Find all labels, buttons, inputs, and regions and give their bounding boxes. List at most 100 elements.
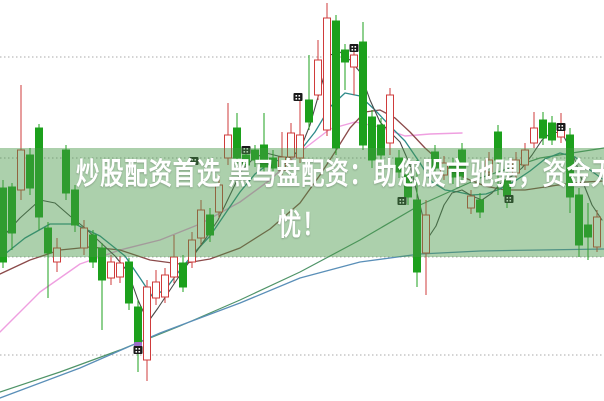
signal-marker-dot <box>135 348 138 350</box>
signal-marker-dot <box>402 202 405 204</box>
promo-banner-row2: 忧！ <box>0 203 604 254</box>
candle-body-down <box>377 124 385 156</box>
signal-marker-dot <box>194 162 197 164</box>
candle-body-up <box>512 159 520 174</box>
signal-marker-dot <box>506 200 509 202</box>
candle-body-down <box>206 214 214 236</box>
signal-marker-dot <box>135 351 138 353</box>
candle-body-down <box>584 224 592 238</box>
candle-body-up <box>143 286 151 361</box>
signal-marker-dot <box>509 197 512 199</box>
candle-body-up <box>485 159 493 173</box>
candle-body-down <box>233 127 241 159</box>
candle-body-down <box>575 194 583 246</box>
candle-body-up <box>116 262 124 278</box>
candle-body-down <box>35 127 43 218</box>
candle-body-up <box>521 149 529 166</box>
candle-body-up <box>296 134 304 159</box>
candle-body-up <box>215 184 223 213</box>
candle-body-down <box>260 144 268 168</box>
signal-marker-dot <box>243 151 246 153</box>
signal-marker-dot <box>298 98 301 100</box>
candle-body-down <box>566 134 574 198</box>
candle-body-up <box>314 59 322 96</box>
candle-body-down <box>359 41 367 146</box>
signal-marker-dot <box>399 202 402 204</box>
candle-body-up <box>107 261 115 279</box>
candle-body-down <box>44 227 52 254</box>
signal-marker-dot <box>402 199 405 201</box>
signal-marker-dot <box>354 49 357 51</box>
candle-body-up <box>278 156 286 171</box>
signal-marker-dot <box>298 95 301 97</box>
candle-body-down <box>251 149 259 161</box>
signal-marker-dot <box>138 348 141 350</box>
candle-body-down <box>413 199 421 273</box>
candle-body-up <box>530 127 538 144</box>
signal-marker-dot <box>246 151 249 153</box>
candle-body-up <box>593 216 601 248</box>
candle-body-down <box>476 199 484 213</box>
candle-body-up <box>224 134 232 159</box>
candle-body-down <box>341 49 349 63</box>
candle-body-down <box>89 234 97 263</box>
signal-marker-dot <box>295 95 298 97</box>
candle-body-up <box>386 94 394 144</box>
candle-body-down <box>332 20 340 149</box>
signal-marker-dot <box>351 49 354 51</box>
candle-body-up <box>422 214 430 254</box>
candle-body-down <box>431 151 439 169</box>
signal-marker-icon <box>293 93 303 101</box>
candle-body-down <box>179 262 187 288</box>
candle-body-down <box>26 154 34 189</box>
ma-maroon <box>0 109 604 275</box>
promo-banner-text-line1: 炒股配资首选 黑马盘配资：助您股市驰骋，资金无 <box>76 157 604 191</box>
candle-body-down <box>125 261 133 304</box>
signal-marker-dot <box>509 200 512 202</box>
signal-marker-dot <box>558 128 561 130</box>
candle-body-up <box>17 149 25 191</box>
signal-marker-dot <box>558 125 561 127</box>
signal-marker-dot <box>399 199 402 201</box>
candle-body-down <box>404 174 412 198</box>
signal-marker-dot <box>191 162 194 164</box>
candle-body-up <box>467 195 475 209</box>
signal-marker-accent <box>134 342 142 347</box>
signal-marker-dot <box>138 351 141 353</box>
signal-marker-icon <box>349 44 359 52</box>
candle-body-down <box>98 247 106 281</box>
candle-body-down <box>0 187 7 263</box>
candle-body-down <box>71 189 79 226</box>
candle-body-down <box>539 119 547 139</box>
candle-body-up <box>53 247 61 263</box>
candle-body-down <box>395 157 403 173</box>
candle-body-down <box>242 154 250 166</box>
candle-body-down <box>449 164 457 178</box>
candle-body-down <box>8 186 16 234</box>
candle-body-up <box>197 209 205 239</box>
signal-marker-dot <box>295 98 298 100</box>
candle-body-up <box>323 17 331 131</box>
candle-body-up <box>188 239 196 263</box>
candle-body-down <box>494 131 502 161</box>
candle-body-down <box>548 122 556 141</box>
signal-marker-dot <box>354 46 357 48</box>
candle-body-down <box>269 157 277 169</box>
candle-body-up <box>80 227 88 249</box>
signal-marker-dot <box>246 148 249 150</box>
candle-body-down <box>305 99 313 123</box>
signal-marker-dot <box>506 197 509 199</box>
candle-body-up <box>152 281 160 299</box>
candle-body-up <box>161 274 169 298</box>
candle-body-up <box>170 256 178 278</box>
signal-marker-dot <box>243 148 246 150</box>
candle-body-up <box>287 132 295 158</box>
promo-banner-row1: 炒股配资首选 黑马盘配资：助您股市驰骋，资金无 <box>0 152 604 203</box>
candle-body-up <box>350 54 358 68</box>
candle-body-down <box>458 149 466 177</box>
promo-banner-overlay: 炒股配资首选 黑马盘配资：助您股市驰骋，资金无 忧！ <box>0 148 604 257</box>
signal-marker-dot <box>351 46 354 48</box>
candle-body-down <box>62 149 70 194</box>
